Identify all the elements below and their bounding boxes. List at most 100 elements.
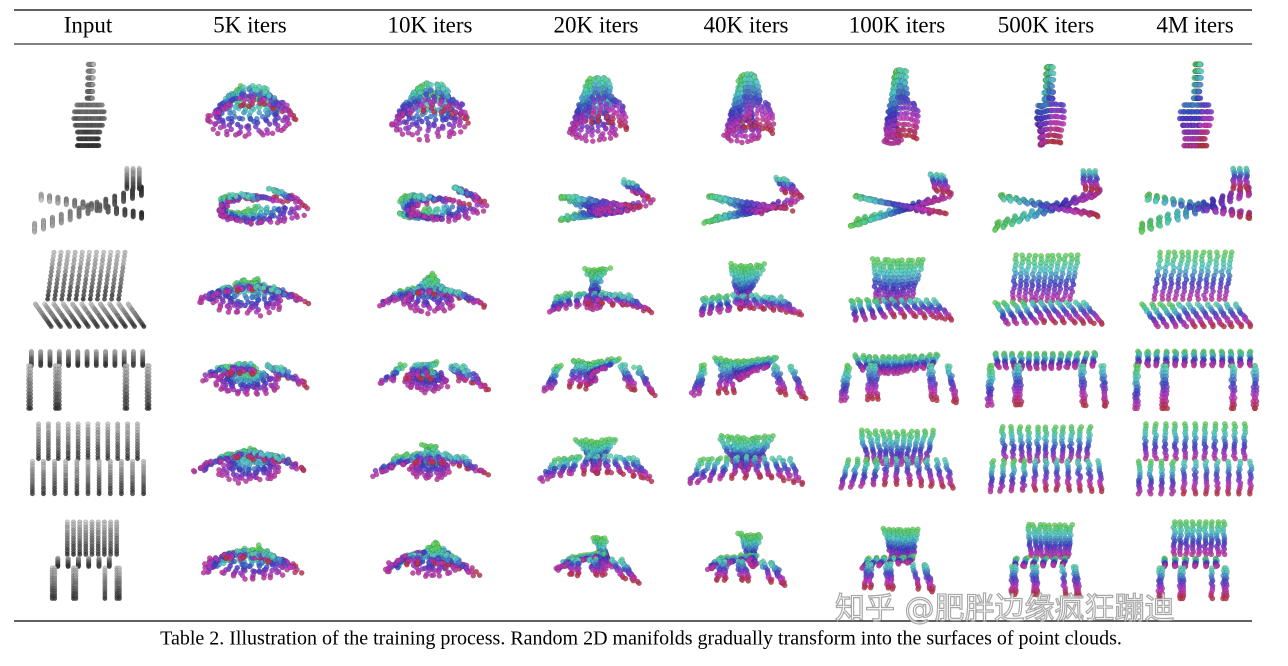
point: [428, 81, 434, 88]
point: [751, 74, 758, 80]
point: [260, 131, 266, 138]
point: [216, 109, 222, 116]
point: [589, 132, 595, 138]
point: [121, 199, 127, 205]
point: [722, 196, 729, 203]
point: [745, 124, 752, 130]
point: [264, 130, 271, 136]
point: [1204, 129, 1210, 135]
point: [266, 309, 273, 316]
point: [245, 126, 252, 132]
point: [706, 218, 713, 225]
point: [270, 304, 276, 311]
point: [891, 127, 898, 134]
point: [1078, 211, 1085, 217]
point: [1236, 195, 1242, 202]
point: [431, 109, 438, 115]
point: [1050, 64, 1056, 71]
point: [122, 212, 128, 218]
point: [1057, 133, 1064, 140]
point: [1058, 127, 1065, 133]
point: [888, 211, 894, 217]
point: [80, 205, 86, 211]
point: [466, 201, 473, 208]
point: [393, 127, 400, 133]
point: [224, 203, 231, 209]
point: [129, 196, 135, 202]
point: [1024, 216, 1031, 222]
point: [139, 215, 145, 221]
point: [701, 220, 707, 226]
point: [717, 214, 723, 221]
point: [1157, 223, 1164, 229]
point: [739, 119, 746, 126]
point: [474, 210, 481, 216]
point: [450, 123, 457, 130]
point: [751, 201, 757, 208]
point: [414, 130, 421, 136]
point: [233, 309, 240, 315]
point: [734, 198, 741, 204]
point: [241, 109, 247, 116]
point: [765, 101, 772, 108]
point: [274, 219, 281, 226]
point: [603, 126, 609, 132]
point: [609, 119, 615, 126]
point: [281, 218, 287, 224]
point: [52, 296, 58, 302]
point: [1198, 68, 1205, 74]
point-cloud: [197, 275, 312, 319]
point: [1206, 122, 1213, 129]
point: [452, 109, 459, 115]
point: [434, 216, 440, 223]
point: [424, 137, 431, 143]
point: [1031, 213, 1038, 220]
point: [872, 199, 879, 205]
point: [228, 215, 235, 222]
point: [712, 217, 719, 223]
point: [902, 203, 909, 210]
point: [438, 109, 445, 115]
point: [1024, 201, 1031, 207]
point-cloud: [721, 71, 777, 146]
point: [607, 135, 614, 141]
point-cloud: [33, 249, 147, 330]
point-cloud: [881, 67, 921, 147]
point: [591, 99, 597, 106]
point: [848, 223, 854, 229]
point: [462, 109, 468, 116]
point: [1208, 109, 1215, 115]
point: [735, 209, 742, 216]
point: [735, 124, 741, 131]
point: [926, 197, 932, 204]
point: [1094, 187, 1101, 194]
point: [113, 324, 119, 330]
point: [755, 83, 762, 90]
point: [637, 204, 643, 210]
point: [739, 132, 746, 139]
point: [282, 107, 289, 114]
point: [90, 82, 96, 88]
point: [1237, 214, 1243, 220]
point: [389, 121, 395, 127]
point: [212, 121, 218, 127]
point: [1000, 224, 1007, 231]
point: [210, 126, 217, 132]
point: [1202, 135, 1208, 142]
point: [403, 125, 409, 132]
point: [580, 209, 587, 216]
point: [1186, 204, 1193, 211]
point: [919, 200, 926, 206]
point: [769, 205, 776, 211]
point: [236, 115, 243, 122]
point: [1086, 212, 1093, 218]
point: [1246, 215, 1253, 222]
point: [908, 204, 914, 211]
point: [866, 197, 873, 204]
point: [246, 103, 252, 110]
point: [1048, 205, 1055, 211]
point: [614, 207, 620, 214]
point: [97, 208, 103, 214]
point: [460, 200, 467, 207]
point: [1229, 212, 1235, 219]
